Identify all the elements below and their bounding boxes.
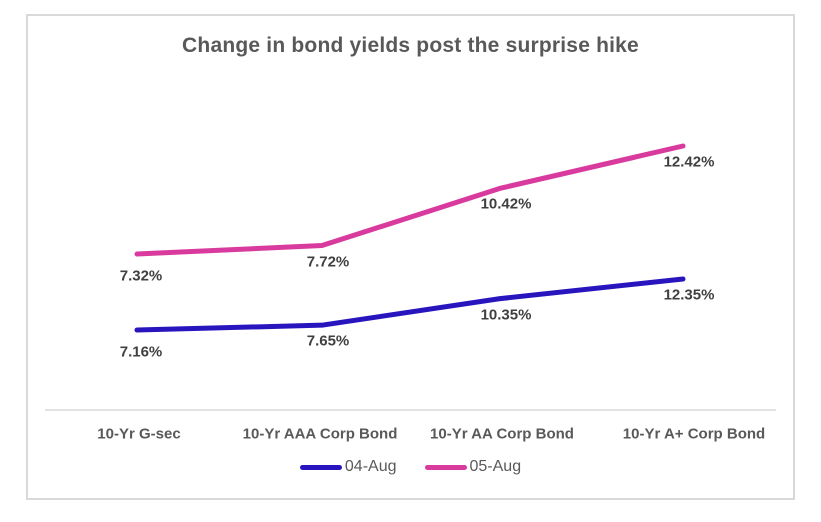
- data-label: 10.35%: [480, 306, 532, 324]
- data-label: 7.72%: [306, 253, 350, 271]
- legend-item-05-aug: 05-Aug: [424, 458, 522, 476]
- series-line-04-aug: [134, 276, 686, 333]
- data-label: 7.32%: [119, 267, 163, 285]
- category-label: 10-Yr AA Corp Bond: [430, 425, 574, 443]
- category-label: 10-Yr A+ Corp Bond: [622, 425, 766, 443]
- data-label: 7.65%: [306, 332, 350, 350]
- legend-label: 05-Aug: [469, 458, 522, 475]
- chart-frame: [26, 14, 795, 500]
- series-line-05-aug: [134, 143, 686, 257]
- data-label: 10.42%: [480, 195, 532, 213]
- legend: 04-Aug 05-Aug: [26, 458, 795, 476]
- legend-swatch-04-aug: [299, 464, 342, 470]
- data-label: 7.16%: [119, 343, 163, 361]
- data-label: 12.35%: [663, 286, 715, 304]
- legend-item-04-aug: 04-Aug: [299, 458, 397, 476]
- category-label: 10-Yr G-sec: [97, 425, 181, 443]
- legend-label: 04-Aug: [344, 458, 397, 475]
- category-label: 10-Yr AAA Corp Bond: [242, 425, 398, 443]
- legend-swatch-05-aug: [424, 464, 467, 470]
- data-label: 12.42%: [663, 153, 715, 171]
- chart-title: Change in bond yields post the surprise …: [182, 34, 639, 57]
